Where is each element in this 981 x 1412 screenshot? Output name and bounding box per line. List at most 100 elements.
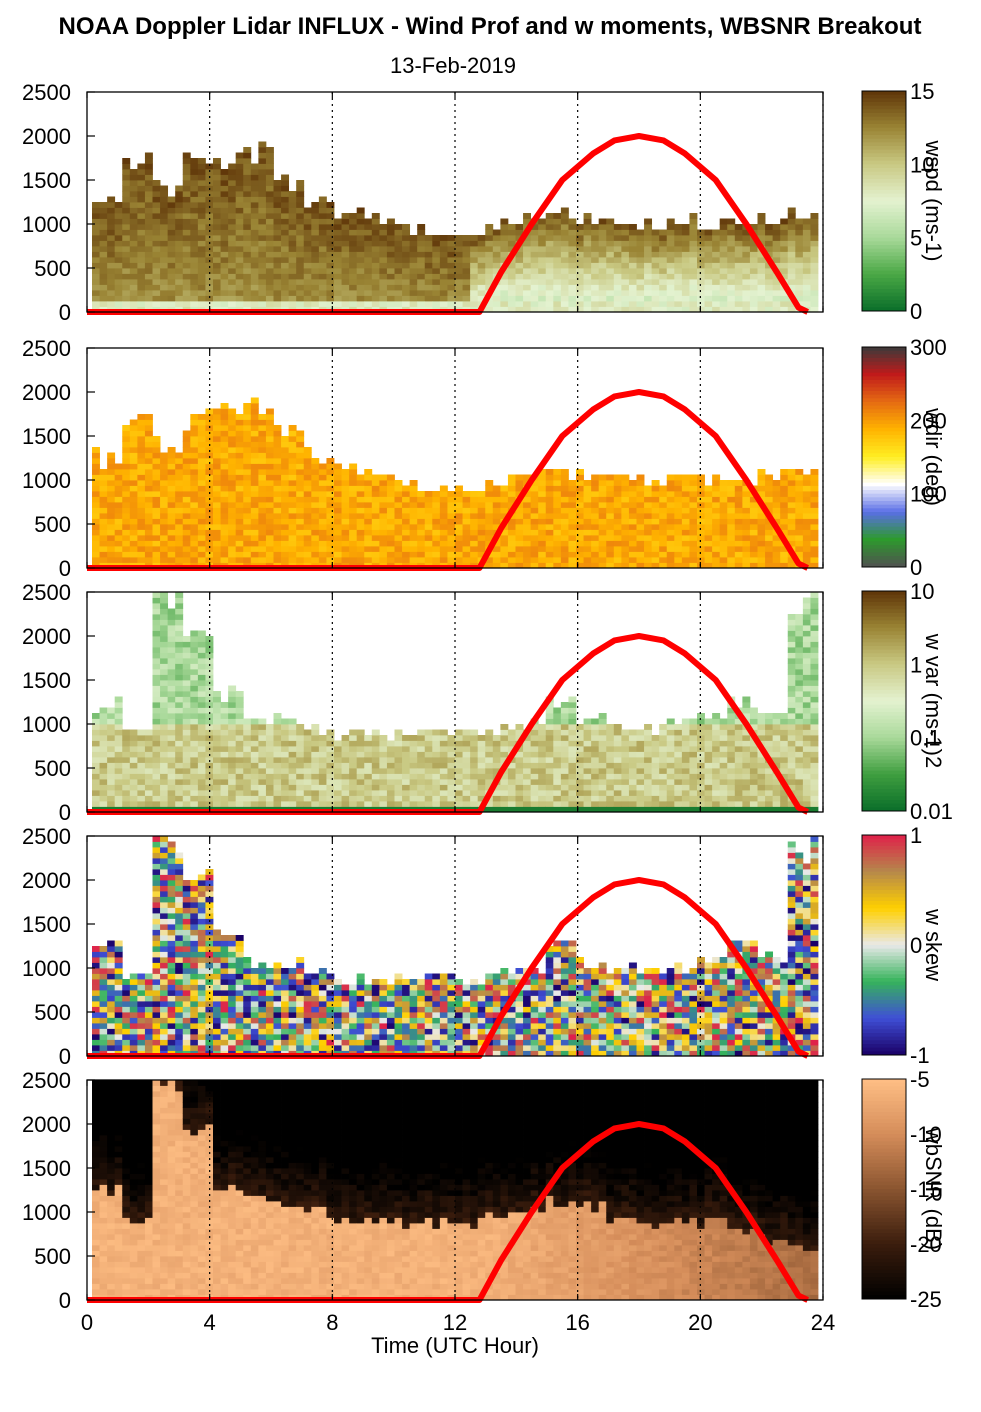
heatmap-cell: [160, 251, 169, 258]
heatmap-cell: [545, 557, 554, 563]
heatmap-cell: [507, 279, 516, 285]
heatmap-cell: [371, 513, 380, 519]
heatmap-cell: [356, 740, 365, 747]
heatmap-cell: [787, 301, 796, 307]
heatmap-cell: [281, 751, 290, 758]
heatmap-cell: [107, 202, 116, 208]
heatmap-cell: [356, 485, 365, 492]
heatmap-cell: [197, 641, 206, 648]
heatmap-cell: [356, 751, 365, 758]
heatmap-cell: [129, 441, 138, 448]
heatmap-cell: [114, 718, 123, 725]
colorbar-swatch: [862, 464, 906, 469]
heatmap-cell: [598, 546, 607, 552]
heatmap-cell: [439, 518, 448, 525]
heatmap-cell: [197, 551, 206, 558]
heatmap-cell: [265, 491, 274, 497]
heatmap-cell: [303, 463, 312, 470]
heatmap-cell: [197, 718, 206, 725]
heatmap-cell: [432, 518, 441, 525]
heatmap-cell: [122, 425, 131, 431]
heatmap-cell: [303, 491, 312, 497]
heatmap-cell: [273, 529, 282, 536]
heatmap-cell: [107, 718, 116, 725]
heatmap-cell: [810, 546, 819, 552]
heatmap-cell: [152, 779, 161, 785]
heatmap-cell: [545, 491, 554, 497]
heatmap-cell: [439, 779, 448, 785]
heatmap-cell: [666, 290, 675, 296]
heatmap-cell: [613, 240, 622, 247]
heatmap-cell: [455, 279, 463, 285]
heatmap-cell: [220, 279, 229, 285]
heatmap-cell: [439, 284, 448, 291]
heatmap-cell: [160, 279, 169, 285]
heatmap-cell: [644, 540, 653, 547]
heatmap-cell: [477, 284, 486, 291]
heatmap-cell: [220, 180, 229, 186]
heatmap-cell: [689, 251, 698, 258]
heatmap-cell: [697, 301, 705, 307]
heatmap-cell: [265, 419, 274, 426]
heatmap-cell: [265, 447, 274, 453]
heatmap-cell: [659, 485, 668, 492]
heatmap-cell: [152, 663, 161, 670]
heatmap-cell: [462, 295, 471, 302]
heatmap-cell: [727, 262, 736, 269]
heatmap-cell: [349, 284, 358, 291]
heatmap-cell: [258, 268, 267, 274]
heatmap-cell: [152, 180, 161, 186]
heatmap-cell: [568, 306, 577, 313]
colorbar-swatch: [862, 372, 906, 377]
heatmap-cell: [349, 729, 358, 736]
heatmap-cell: [326, 224, 335, 230]
heatmap-cell: [92, 729, 100, 736]
heatmap-cell: [311, 535, 320, 541]
heatmap-cell: [697, 235, 705, 241]
heatmap-cell: [432, 251, 441, 258]
heatmap-cell: [144, 518, 153, 525]
heatmap-cell: [303, 218, 312, 225]
heatmap-cell: [447, 513, 456, 519]
heatmap-cell: [250, 557, 259, 563]
heatmap-cell: [303, 729, 312, 736]
heatmap-cell: [250, 430, 259, 437]
heatmap-cell: [417, 540, 426, 547]
heatmap-cell: [318, 546, 327, 552]
heatmap-cell: [606, 485, 615, 492]
heatmap-cell: [402, 507, 411, 514]
heatmap-cell: [281, 218, 290, 225]
heatmap-cell: [349, 746, 358, 752]
heatmap-cell: [311, 491, 320, 497]
heatmap-cell: [197, 768, 206, 774]
heatmap-cell: [228, 224, 237, 230]
heatmap-cell: [213, 408, 221, 415]
heatmap-cell: [197, 463, 206, 470]
heatmap-cell: [409, 279, 418, 285]
heatmap-cell: [228, 419, 237, 426]
heatmap-cell: [220, 284, 229, 291]
heatmap-cell: [107, 196, 116, 203]
heatmap-cell: [144, 496, 153, 503]
heatmap-cell: [341, 535, 350, 541]
colorbar-swatch: [862, 537, 906, 542]
heatmap-cell: [560, 491, 569, 497]
heatmap-cell: [795, 535, 804, 541]
heatmap-cell: [598, 474, 607, 481]
heatmap-cell: [129, 729, 138, 736]
heatmap-cell: [341, 740, 350, 747]
heatmap-cell: [349, 518, 358, 525]
heatmap-cell: [507, 268, 516, 274]
heatmap-cell: [258, 513, 267, 519]
heatmap-cell: [205, 279, 214, 285]
heatmap-cell: [500, 540, 509, 547]
heatmap-cell: [250, 301, 259, 307]
heatmap-cell: [213, 773, 221, 780]
heatmap-cell: [334, 502, 342, 508]
heatmap-cell: [213, 436, 221, 442]
heatmap-cell: [303, 240, 312, 247]
heatmap-cell: [636, 268, 645, 274]
heatmap-cell: [402, 496, 411, 503]
heatmap-cell: [681, 513, 690, 519]
heatmap-cell: [273, 485, 282, 492]
